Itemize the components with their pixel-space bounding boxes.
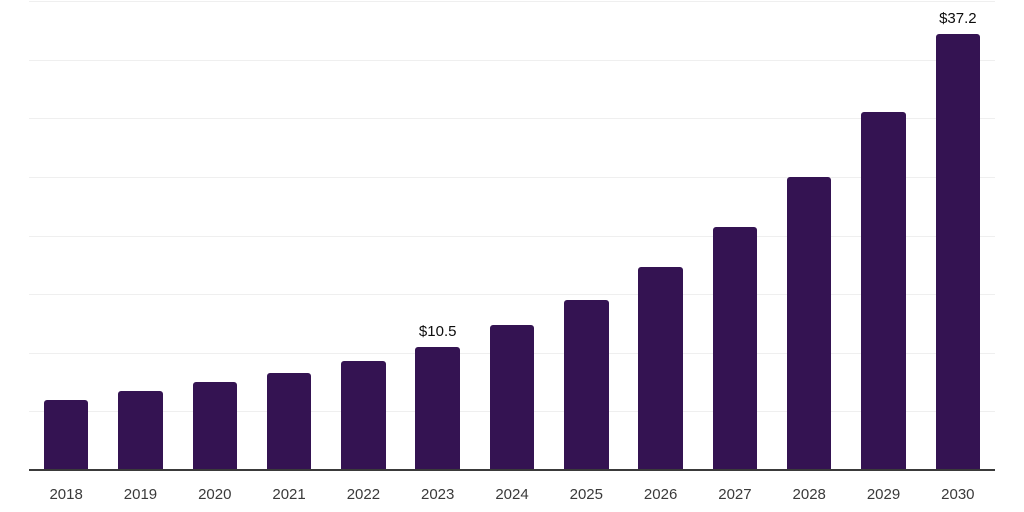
x-tick-label: 2028 — [792, 486, 826, 503]
bar-2024 — [489, 324, 535, 470]
x-tick-label: 2027 — [718, 486, 752, 503]
x-tick-label: 2023 — [421, 486, 455, 503]
x-tick-label: 2018 — [49, 486, 83, 503]
bar-2028 — [786, 176, 832, 470]
bar-2030 — [935, 33, 981, 470]
bar-2023 — [415, 346, 460, 470]
value-label-2030: $37.2 — [939, 9, 977, 27]
x-tick-label: 2020 — [198, 486, 232, 503]
x-tick-label: 2026 — [643, 486, 678, 503]
gridline — [29, 118, 995, 120]
bar-2027 — [712, 227, 758, 470]
x-tick-label: 2022 — [346, 486, 381, 503]
bar-2026 — [638, 267, 683, 470]
gridline — [29, 235, 995, 237]
gridline — [29, 294, 995, 296]
bar-2025 — [564, 299, 609, 470]
x-tick-label: 2025 — [569, 486, 603, 503]
bar-2022 — [341, 360, 386, 470]
x-tick-label: 2019 — [123, 486, 158, 503]
bar-2029 — [861, 112, 906, 470]
bar-2019 — [118, 391, 163, 470]
x-tick-label: 2030 — [941, 486, 975, 503]
value-label-2023: $10.5 — [418, 322, 457, 340]
x-tick-label: 2021 — [272, 486, 306, 503]
x-tick-label: 2029 — [866, 486, 901, 503]
gridline — [29, 59, 995, 61]
bar-2018 — [43, 399, 89, 470]
x-axis-line — [29, 469, 995, 471]
x-tick-label: 2024 — [495, 486, 529, 503]
gridline — [29, 176, 995, 178]
bar-2020 — [192, 382, 238, 470]
bar-2021 — [266, 372, 312, 470]
gridline — [29, 1, 995, 2]
